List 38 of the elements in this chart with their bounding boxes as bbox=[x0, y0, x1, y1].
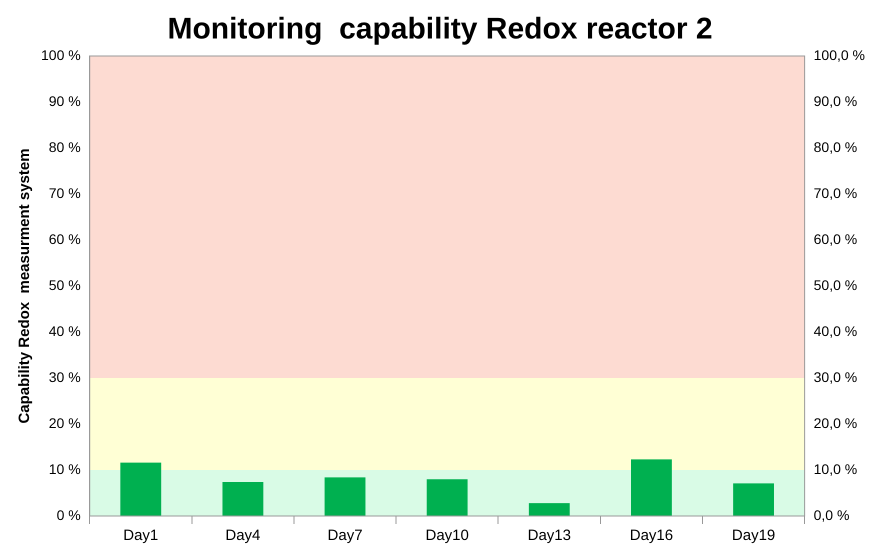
bar bbox=[120, 462, 162, 516]
y-tick-label: 0 % bbox=[56, 506, 81, 523]
y2-tick-label: 60,0 % bbox=[814, 230, 858, 247]
y2-tick-label: 0,0 % bbox=[814, 506, 850, 523]
bar bbox=[631, 459, 672, 516]
bar bbox=[324, 477, 366, 516]
y-tick-label: 60 % bbox=[48, 230, 81, 247]
y-tick-label: 50 % bbox=[48, 276, 81, 293]
y2-tick-label: 80,0 % bbox=[814, 138, 858, 155]
bar bbox=[222, 482, 264, 516]
y2-tick-label: 50,0 % bbox=[814, 276, 858, 293]
y-axis-title: Capability Redox measurment system bbox=[16, 148, 34, 424]
chart-title: Monitoring capability Redox reactor 2 bbox=[167, 12, 713, 46]
y-tick-label: 10 % bbox=[48, 460, 81, 477]
x-tick-label: Day16 bbox=[630, 527, 674, 544]
y-tick-label: 30 % bbox=[48, 368, 81, 385]
x-tick-label: Day4 bbox=[225, 527, 260, 544]
bar bbox=[426, 479, 468, 516]
y2-tick-label: 90,0 % bbox=[814, 92, 858, 109]
y2-tick-label: 100,0 % bbox=[814, 46, 866, 63]
x-tick-label: Day1 bbox=[123, 527, 158, 544]
x-tick-label: Day19 bbox=[732, 527, 776, 544]
y-tick-label: 70 % bbox=[48, 184, 81, 201]
x-tick-label: Day7 bbox=[328, 527, 363, 544]
y2-tick-label: 10,0 % bbox=[814, 460, 858, 477]
bar bbox=[733, 483, 774, 516]
y-tick-label: 20 % bbox=[48, 414, 81, 431]
y-tick-label: 100 % bbox=[40, 46, 81, 63]
y2-tick-label: 20,0 % bbox=[814, 414, 858, 431]
x-tick-label: Day13 bbox=[528, 527, 571, 544]
y-tick-label: 80 % bbox=[48, 138, 81, 155]
y2-tick-label: 70,0 % bbox=[814, 184, 858, 201]
x-tick-label: Day10 bbox=[425, 527, 469, 544]
bar bbox=[528, 503, 570, 516]
y-tick-label: 90 % bbox=[48, 92, 81, 109]
y2-tick-label: 30,0 % bbox=[814, 368, 858, 385]
y-tick-label: 40 % bbox=[48, 322, 81, 339]
y2-tick-label: 40,0 % bbox=[814, 322, 858, 339]
